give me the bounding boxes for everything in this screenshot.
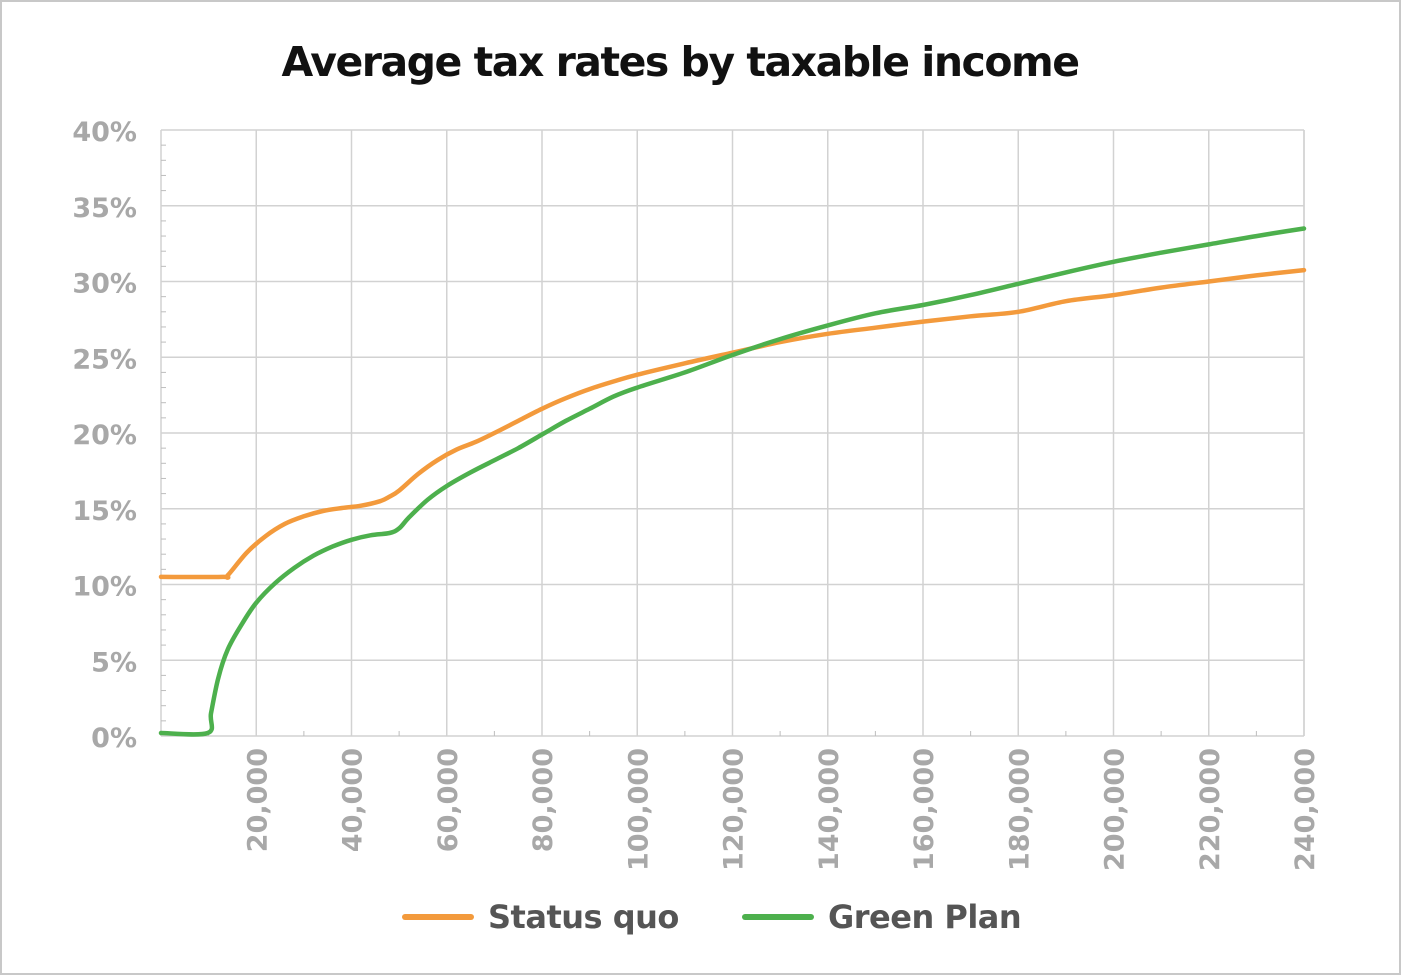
- y-tick-label: 30%: [72, 269, 137, 300]
- y-tick-label: 10%: [72, 572, 137, 603]
- x-tick-label: 40,000: [338, 748, 369, 852]
- x-tick-label: 20,000: [242, 748, 273, 852]
- x-tick-label: 80,000: [528, 748, 559, 852]
- y-tick-label: 15%: [72, 496, 137, 527]
- x-tick-label: 160,000: [909, 748, 940, 871]
- y-axis-tick-labels: 0% 5% 10% 15% 20% 25% 30% 35% 40%: [72, 117, 137, 754]
- legend-swatch-green-plan: [742, 914, 814, 920]
- y-tick-label: 20%: [72, 420, 137, 451]
- y-tick-label: 25%: [72, 344, 137, 375]
- y-tick-label: 5%: [91, 647, 137, 678]
- x-tick-label: 240,000: [1290, 748, 1321, 871]
- x-tick-label: 120,000: [719, 748, 750, 871]
- y-tick-label: 40%: [72, 117, 137, 148]
- y-tick-label: 0%: [91, 723, 137, 754]
- chart-title: Average tax rates by taxable income: [281, 38, 1080, 86]
- legend-item-status-quo: Status quo: [402, 898, 679, 936]
- series-line-status-quo: [158, 267, 1307, 580]
- series-line-green-plan: [158, 226, 1307, 737]
- x-tick-label: 100,000: [623, 748, 654, 871]
- gridlines: [160, 129, 1305, 737]
- x-tick-label: 60,000: [433, 748, 464, 852]
- legend-swatch-status-quo: [402, 914, 474, 920]
- legend-label-green-plan: Green Plan: [828, 898, 1022, 936]
- series-lines: [158, 226, 1307, 737]
- x-tick-label: 140,000: [814, 748, 845, 871]
- x-tick-label: 220,000: [1195, 748, 1226, 871]
- y-tick-label: 35%: [72, 193, 137, 224]
- x-axis-tick-labels: 20,000 40,000 60,000 80,000 100,000 120,000 14…: [242, 748, 1321, 871]
- legend-label-status-quo: Status quo: [488, 898, 679, 936]
- minor-ticks: [161, 144, 1257, 736]
- legend-item-green-plan: Green Plan: [742, 898, 1022, 936]
- x-tick-label: 180,000: [1004, 748, 1035, 871]
- x-tick-label: 200,000: [1100, 748, 1131, 871]
